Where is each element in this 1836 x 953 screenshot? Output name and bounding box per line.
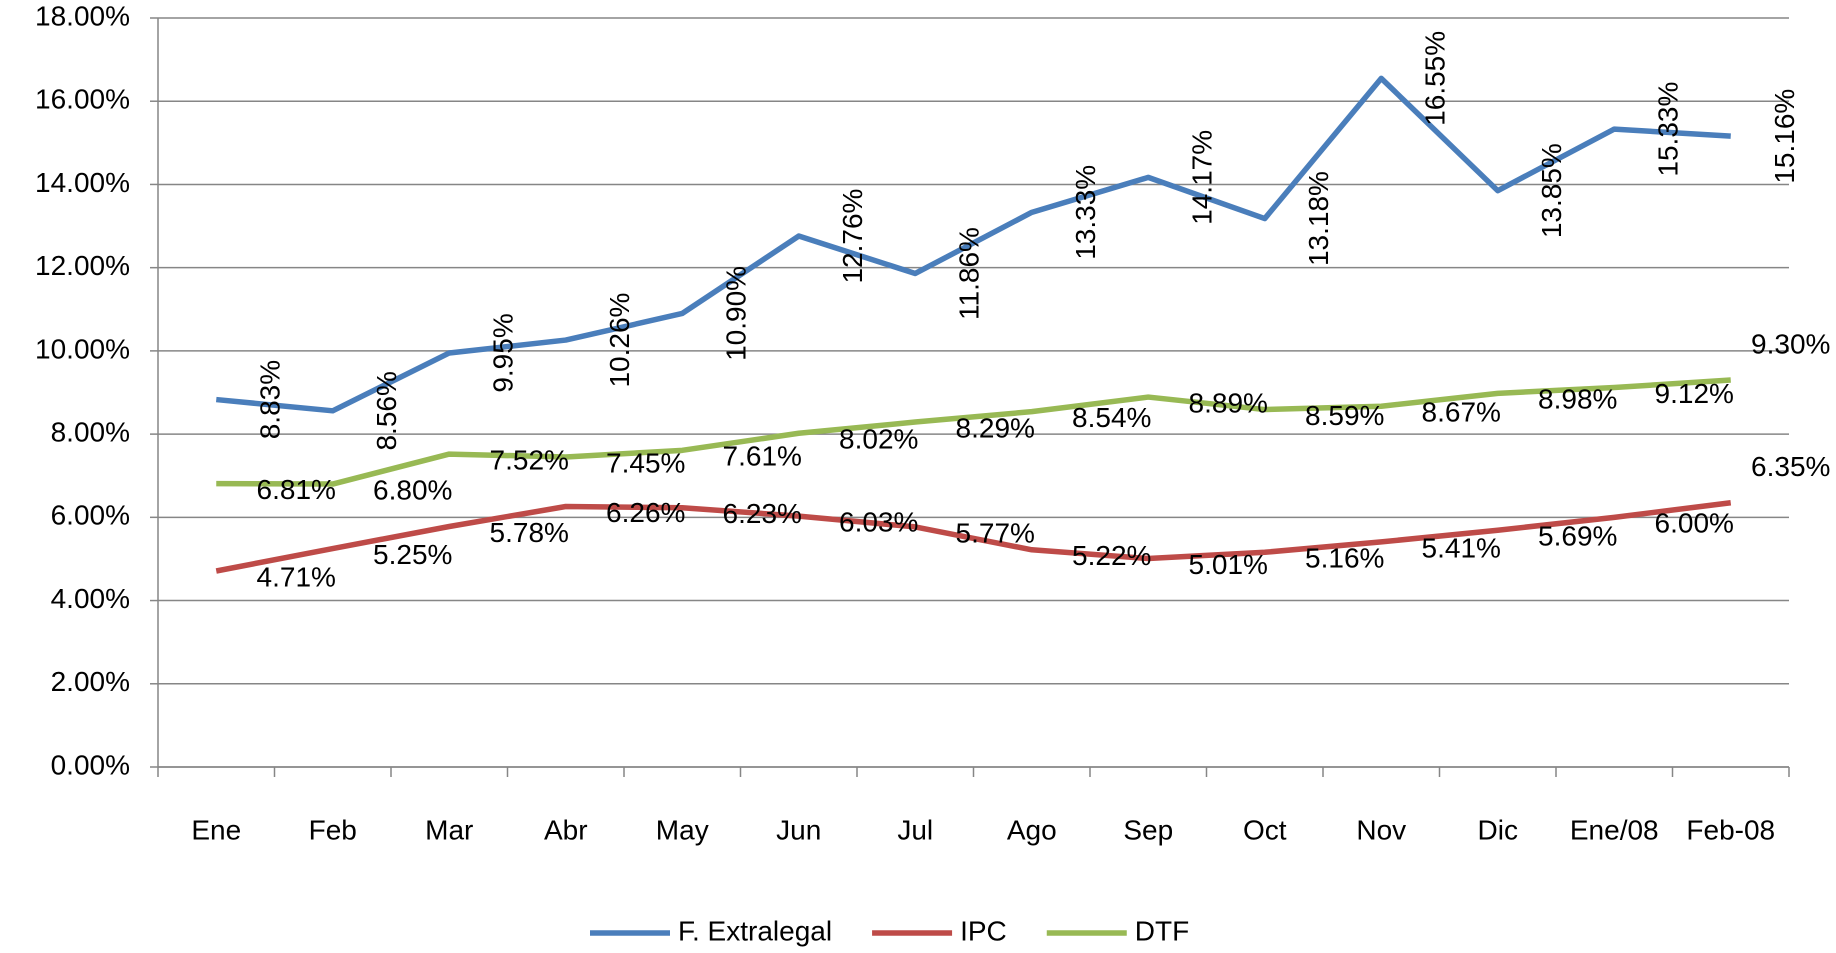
y-tick-label: 2.00%	[51, 666, 130, 697]
legend-item: IPC	[872, 915, 1007, 946]
data-label: 15.33%	[1653, 82, 1684, 177]
data-label: 8.29%	[956, 412, 1035, 443]
x-tick-label: Ene	[191, 814, 241, 845]
data-label: 8.56%	[371, 371, 402, 450]
x-tick-label: Jul	[897, 814, 933, 845]
data-label: 6.03%	[839, 506, 918, 537]
data-label: 12.76%	[837, 189, 868, 284]
data-label: 10.26%	[604, 293, 635, 388]
y-tick-label: 12.00%	[35, 250, 130, 281]
data-label: 5.69%	[1538, 521, 1617, 552]
data-label: 8.89%	[1189, 387, 1268, 418]
y-tick-label: 10.00%	[35, 333, 130, 364]
legend-label: IPC	[960, 915, 1007, 946]
x-tick-label: Jun	[776, 814, 821, 845]
x-tick-label: Nov	[1356, 814, 1406, 845]
series-line	[215, 75, 1731, 414]
x-tick-label: Ene/08	[1570, 814, 1659, 845]
x-tick-label: Mar	[425, 814, 473, 845]
data-label: 14.17%	[1187, 130, 1218, 225]
data-label: 15.16%	[1769, 89, 1800, 184]
data-label: 5.22%	[1072, 540, 1151, 571]
data-label: 11.86%	[954, 227, 985, 320]
data-label: 9.12%	[1655, 378, 1734, 409]
x-tick-label: Sep	[1123, 814, 1173, 845]
data-label: 8.02%	[839, 424, 918, 455]
data-label: 7.52%	[490, 444, 569, 475]
data-label: 5.78%	[490, 517, 569, 548]
data-label: 16.55%	[1420, 31, 1451, 126]
data-label: 5.16%	[1305, 543, 1384, 574]
y-tick-label: 0.00%	[51, 749, 130, 780]
data-label: 6.81%	[257, 474, 336, 505]
data-label: 8.54%	[1072, 402, 1151, 433]
x-tick-label: Oct	[1243, 814, 1287, 845]
series-line	[215, 500, 1732, 574]
y-tick-label: 18.00%	[35, 0, 130, 31]
data-label: 9.95%	[488, 313, 519, 392]
data-label: 7.45%	[606, 447, 685, 478]
data-label: 6.80%	[373, 474, 452, 505]
data-label: 4.71%	[257, 561, 336, 592]
x-tick-label: Ago	[1007, 814, 1057, 845]
legend-label: F. Extralegal	[678, 915, 832, 946]
data-label: 13.33%	[1070, 165, 1101, 260]
y-tick-label: 4.00%	[51, 583, 130, 614]
data-label: 13.85%	[1536, 143, 1567, 238]
x-tick-label: May	[656, 814, 709, 845]
data-label: 5.41%	[1422, 532, 1501, 563]
y-tick-label: 16.00%	[35, 84, 130, 115]
legend-label: DTF	[1135, 915, 1189, 946]
series-line	[216, 377, 1731, 487]
data-label: 9.30%	[1751, 328, 1830, 359]
data-label: 8.83%	[255, 360, 286, 439]
legend-item: F. Extralegal	[590, 915, 832, 946]
data-label: 8.67%	[1422, 397, 1501, 428]
x-tick-label: Abr	[544, 814, 588, 845]
data-label: 7.61%	[723, 441, 802, 472]
data-label: 5.01%	[1189, 549, 1268, 580]
data-label: 6.35%	[1751, 451, 1830, 482]
x-tick-label: Feb-08	[1686, 814, 1775, 845]
legend-item: DTF	[1046, 915, 1189, 946]
data-label: 6.26%	[606, 497, 685, 528]
x-tick-label: Dic	[1478, 814, 1518, 845]
data-label: 6.23%	[723, 498, 802, 529]
data-label: 8.59%	[1305, 400, 1384, 431]
data-label: 10.90%	[721, 266, 752, 361]
data-label: 5.77%	[956, 517, 1035, 548]
x-tick-label: Feb	[309, 814, 357, 845]
y-tick-label: 6.00%	[51, 500, 130, 531]
data-label: 8.98%	[1538, 384, 1617, 415]
data-label: 5.25%	[373, 539, 452, 570]
data-label: 13.18%	[1303, 171, 1334, 266]
y-tick-label: 14.00%	[35, 167, 130, 198]
y-tick-label: 8.00%	[51, 417, 130, 448]
data-label: 6.00%	[1655, 508, 1734, 539]
